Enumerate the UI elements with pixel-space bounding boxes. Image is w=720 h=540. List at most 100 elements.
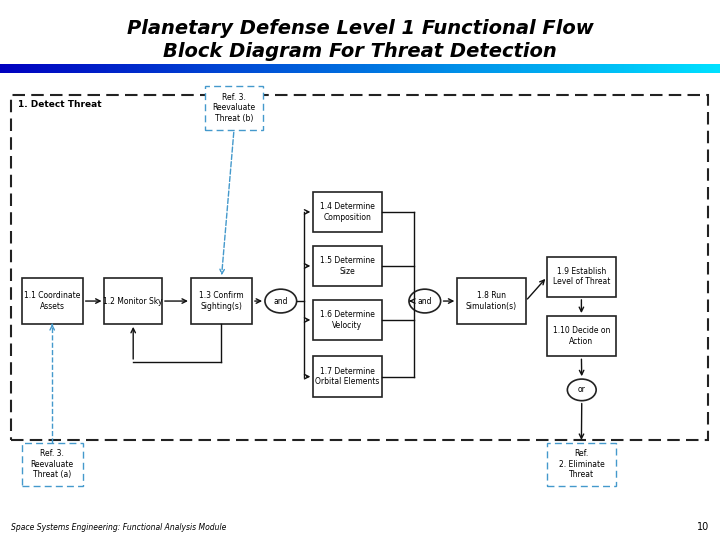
Bar [317, 64, 319, 73]
Bar [490, 64, 492, 73]
Bar [542, 64, 545, 73]
Bar [72, 64, 74, 73]
Bar [513, 64, 516, 73]
Bar [125, 64, 127, 73]
Bar [585, 64, 588, 73]
Bar [161, 64, 163, 73]
Bar [168, 64, 171, 73]
Bar [459, 64, 461, 73]
Bar [240, 64, 243, 73]
Text: 10: 10 [697, 522, 709, 532]
Bar [715, 64, 718, 73]
Bar [706, 64, 708, 73]
Bar [288, 64, 290, 73]
Bar [305, 64, 307, 73]
Bar [708, 64, 711, 73]
Bar [365, 64, 367, 73]
Bar [94, 64, 96, 73]
Bar [38, 64, 41, 73]
Bar [358, 64, 360, 73]
Bar [650, 64, 653, 73]
Bar [225, 64, 228, 73]
Bar [281, 64, 283, 73]
Bar [629, 64, 631, 73]
Bar [192, 64, 194, 73]
Bar [302, 64, 305, 73]
Bar [158, 64, 161, 73]
Bar [461, 64, 463, 73]
Bar [401, 64, 403, 73]
Bar [58, 64, 60, 73]
Bar [132, 64, 135, 73]
Bar [67, 64, 70, 73]
Bar [326, 64, 329, 73]
Bar [187, 64, 189, 73]
Bar [218, 64, 221, 73]
Bar [374, 64, 377, 73]
Bar [130, 64, 132, 73]
Bar [691, 64, 693, 73]
Bar [127, 64, 130, 73]
Bar [55, 64, 58, 73]
Bar [441, 64, 444, 73]
Text: 1.5 Determine
Size: 1.5 Determine Size [320, 256, 375, 275]
Bar [562, 64, 564, 73]
Bar [139, 64, 142, 73]
Bar [353, 64, 355, 73]
Bar [641, 64, 643, 73]
Bar [603, 64, 605, 73]
Bar [384, 64, 387, 73]
Text: 1.9 Establish
Level of Threat: 1.9 Establish Level of Threat [553, 267, 610, 286]
Bar [655, 64, 657, 73]
Bar [185, 64, 187, 73]
Bar [338, 64, 341, 73]
Bar [451, 64, 454, 73]
Bar [19, 64, 22, 73]
Text: 1.10 Decide on
Action: 1.10 Decide on Action [553, 327, 610, 346]
Bar [605, 64, 607, 73]
Text: 1.8 Run
Simulation(s): 1.8 Run Simulation(s) [466, 292, 517, 310]
Bar [189, 64, 192, 73]
Bar [425, 64, 427, 73]
Bar [313, 246, 382, 286]
Bar [610, 64, 612, 73]
Bar [405, 64, 408, 73]
Bar [115, 64, 117, 73]
Bar [485, 64, 487, 73]
Bar [689, 64, 691, 73]
Bar [45, 64, 48, 73]
Bar [449, 64, 451, 73]
Bar [266, 64, 269, 73]
Bar [22, 443, 83, 486]
Bar [14, 64, 17, 73]
Bar [194, 64, 197, 73]
Bar [346, 64, 348, 73]
Bar [259, 64, 261, 73]
Text: 1.1 Coordinate
Assets: 1.1 Coordinate Assets [24, 292, 81, 310]
Bar [300, 64, 302, 73]
Bar [257, 64, 259, 73]
Bar [487, 64, 490, 73]
Bar [149, 64, 151, 73]
Bar [410, 64, 413, 73]
Bar [439, 64, 441, 73]
Bar [634, 64, 636, 73]
Bar [665, 64, 667, 73]
Bar [0, 64, 2, 73]
Bar [588, 64, 590, 73]
Bar [117, 64, 120, 73]
Bar [696, 64, 698, 73]
Bar [367, 64, 369, 73]
Bar [153, 64, 156, 73]
Bar [444, 64, 446, 73]
Bar [5, 64, 7, 73]
Bar [430, 64, 432, 73]
Text: or: or [578, 386, 585, 394]
Bar [463, 64, 466, 73]
Bar [475, 64, 477, 73]
Bar [22, 64, 24, 73]
Bar [223, 64, 225, 73]
Bar [578, 64, 581, 73]
Bar [576, 64, 578, 73]
Bar [276, 64, 279, 73]
